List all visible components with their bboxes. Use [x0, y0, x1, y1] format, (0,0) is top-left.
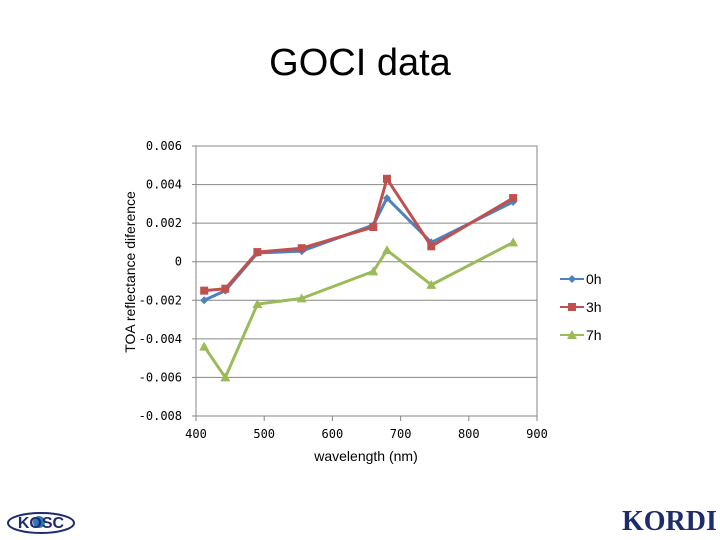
data-point: [508, 237, 519, 247]
data-point: [200, 296, 209, 305]
y-axis-ticks: 0.006 0.004 0.002 0 -0.002 -0.004 -0.006 -0.008: [139, 139, 196, 423]
y-tick-label: -0.002: [139, 293, 182, 307]
data-point: [382, 194, 391, 203]
series-line: [203, 196, 514, 302]
legend-label: 3h: [586, 299, 602, 315]
y-tick-label: -0.006: [139, 370, 182, 384]
legend-entry: 0h: [560, 271, 602, 287]
data-point: [297, 244, 306, 253]
legend-label: 7h: [586, 327, 602, 343]
data-point: [252, 299, 263, 309]
y-tick-label: 0.002: [146, 216, 182, 230]
x-tick-label: 600: [322, 427, 344, 441]
data-point: [296, 293, 307, 303]
y-tick-label: 0.004: [146, 178, 182, 192]
x-tick-label: 700: [390, 427, 412, 441]
legend-marker: [568, 303, 576, 311]
series-layer: [199, 174, 519, 382]
x-tick-label: 800: [458, 427, 480, 441]
x-tick-label: 400: [185, 427, 207, 441]
y-axis-label: TOA reflectance diference: [122, 191, 138, 353]
legend-label: 0h: [586, 271, 602, 287]
gridlines: [196, 184, 537, 378]
kordi-logo: KORDI: [622, 506, 717, 537]
series-line: [204, 177, 514, 293]
series-0h: [200, 194, 518, 305]
x-tick-label: 500: [253, 427, 275, 441]
kosc-logo-text: KOSC: [18, 515, 65, 532]
y-tick-label: -0.008: [139, 409, 182, 423]
legend-marker: [567, 330, 577, 339]
data-point: [220, 372, 231, 382]
data-point: [253, 248, 262, 257]
legend-marker: [568, 275, 576, 283]
data-point: [509, 194, 518, 203]
kosc-logo: KOSC: [7, 512, 75, 534]
data-point: [200, 286, 209, 295]
series-7h: [199, 237, 519, 382]
data-point: [382, 174, 391, 183]
x-axis-ticks: 400 500 600 700 800 900: [185, 416, 548, 441]
x-tick-label: 900: [526, 427, 548, 441]
data-point: [221, 284, 230, 293]
data-point: [199, 341, 210, 351]
x-axis-label: wavelength (nm): [313, 448, 418, 464]
data-point: [368, 266, 379, 276]
data-point: [426, 279, 437, 289]
legend: 0h 3h 7h: [560, 271, 602, 343]
y-tick-label: -0.004: [139, 332, 182, 346]
plot-border: [195, 145, 538, 417]
slide-title: GOCI data: [269, 42, 451, 84]
data-point: [427, 242, 436, 251]
y-tick-label: 0.006: [146, 139, 182, 153]
series-line: [202, 241, 514, 379]
legend-entry: 3h: [560, 299, 602, 315]
legend-entry: 7h: [560, 327, 602, 343]
plot-area: [195, 145, 538, 417]
series-3h: [200, 174, 518, 295]
data-point: [369, 223, 378, 231]
data-point: [381, 245, 392, 255]
y-tick-label: 0: [175, 255, 182, 269]
